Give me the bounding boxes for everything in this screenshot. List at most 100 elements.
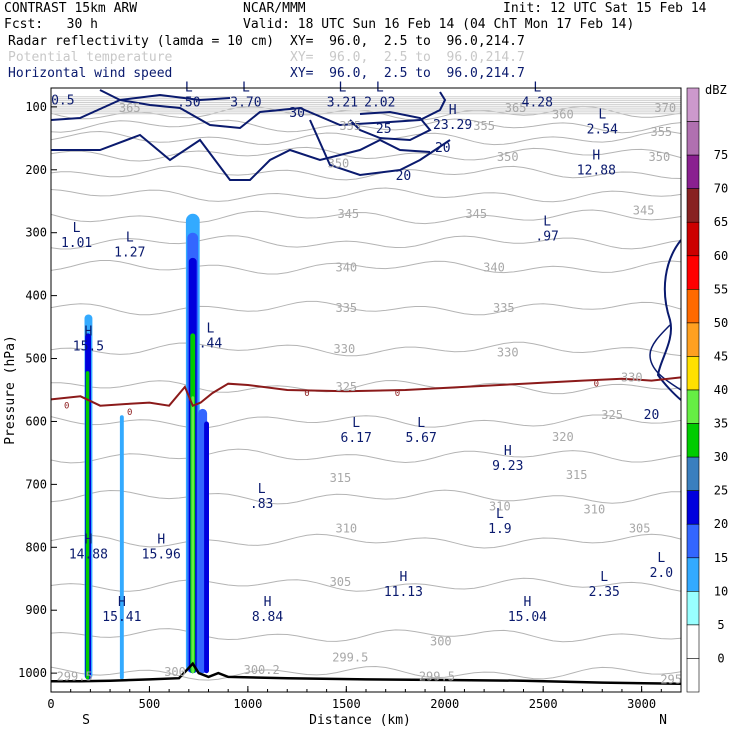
theta-contour [51,448,681,464]
theta-label: 365 [505,101,527,115]
reflectivity-cell [119,415,124,680]
theta-contour [51,628,681,643]
extremum-marker: L [543,215,551,230]
extremum-marker: L [417,416,425,431]
reflectivity-cell [191,396,195,674]
theta-label: 325 [601,408,623,422]
extremum-marker: H [504,444,512,459]
theta-contour [51,379,681,395]
theta-label: 300.2 [244,663,280,677]
colorbar-swatch [686,188,700,223]
colorbar-swatch [686,423,700,458]
field-theta-xy: XY= 96.0, 2.5 to 96.0,214.7 [290,50,525,65]
colorbar-swatch [686,624,700,659]
extremum-value: 15.41 [102,610,141,625]
wind-label: 20 [435,141,451,156]
extremum-marker: H [399,570,407,585]
extremum-marker: H [264,595,272,610]
field-wind-xy: XY= 96.0, 2.5 to 96.0,214.7 [290,66,525,81]
extremum-value: 8.84 [252,610,283,625]
theta-label: 320 [552,430,574,444]
extremum-value: 2.0 [650,566,673,581]
colorbar-label: 30 [714,450,728,464]
extremum-marker: H [84,325,92,340]
wind-contour [99,89,231,102]
extremum-value: .44 [199,337,223,352]
freezing-level-label: 0 [594,380,599,390]
extremum-marker: H [449,103,457,118]
field-wind: Horizontal wind speed [8,66,173,81]
freezing-level-label: 0 [64,402,69,412]
y-axis-label: Pressure (hPa) [3,335,18,445]
freezing-level-label: 0 [304,389,309,399]
theta-label: 340 [483,260,505,274]
colorbar-swatch [686,255,700,290]
extremum-marker: L [207,322,215,337]
theta-label: 305 [330,575,352,589]
colorbar-label: 35 [714,417,728,431]
colorbar-label: 40 [714,383,728,397]
y-tick-label: 600 [25,414,47,428]
theta-label: 345 [633,204,655,218]
extremum-value: 15.5 [73,340,104,355]
valid-time: Valid: 18 UTC Sun 16 Feb 14 (04 ChT Mon … [243,17,635,32]
colorbar-swatch [686,356,700,391]
colorbar-swatch [686,154,700,190]
model-title: CONTRAST 15km ARW [4,1,138,16]
extremum-value: 1.27 [114,245,145,260]
extremum-value: 15.96 [142,547,181,562]
colorbar-swatch [686,590,700,626]
colorbar: 0 5 10 15 20 25 30 35 40 45 50 55 60 65 70 75 [686,87,728,693]
theta-contour [51,533,681,549]
extremum-value: 2.35 [589,585,620,600]
wind-contours [51,89,681,401]
wind-contour [656,239,681,401]
field-reflectivity: Radar reflectivity (lamda = 10 cm) [8,34,275,49]
theta-contour [51,235,681,250]
extremum-marker: H [118,595,126,610]
extremum-value: 23.29 [433,118,472,133]
colorbar-label: 15 [714,551,728,565]
colorbar-swatch [686,456,700,492]
freezing-level-label: 0 [127,408,132,418]
y-tick-label: 900 [25,603,47,617]
theta-label: 305 [629,521,651,535]
y-tick-label: 400 [25,289,47,303]
forecast-hour: Fcst: 30 h [4,17,98,32]
extremum-value: 5.67 [405,431,436,446]
extremum-marker: L [258,482,266,497]
theta-label: 299.5 [57,669,93,683]
theta-contour [51,341,681,357]
extremum-marker: L [657,551,665,566]
extremum-value: 6.17 [341,431,372,446]
theta-label: 335 [493,301,515,315]
theta-label: 315 [566,468,588,482]
y-tick-label: 200 [25,163,47,177]
theta-label: 299.5 [332,650,368,664]
wind-contour [349,110,432,142]
theta-contour [51,118,681,134]
theta-contour [51,489,681,505]
extremum-marker: H [84,532,92,547]
extremum-marker: L [496,507,504,522]
field-theta: Potential temperature [8,50,173,65]
theta-contour [51,577,681,592]
y-tick-label: 100 [25,100,47,114]
colorbar-label: 20 [714,517,728,531]
colorbar-swatch [686,389,700,424]
x-tick-label: 500 [139,697,161,711]
extremum-value: 2.02 [364,96,395,111]
colorbar-label: 60 [714,249,728,263]
colorbar-swatch [686,87,700,122]
header: CONTRAST 15km ARW NCAR/MMM Init: 12 UTC … [0,0,740,90]
colorbar-swatch [686,288,700,324]
colorbar-label: 5 [717,618,724,632]
x-tick-label: 1500 [332,697,361,711]
theta-label: 345 [465,207,487,221]
axes: 0 500 1000 1500 2000 2500 30001002003004005006… [18,100,682,711]
wind-label: 30 [289,106,305,121]
theta-label: 300 [164,665,186,679]
contour-labels: 365 370 365 360 355 355 355 350 350 350 345 345 345 3… [51,81,682,687]
theta-contour [51,665,681,681]
colorbar-label: 45 [714,349,728,363]
